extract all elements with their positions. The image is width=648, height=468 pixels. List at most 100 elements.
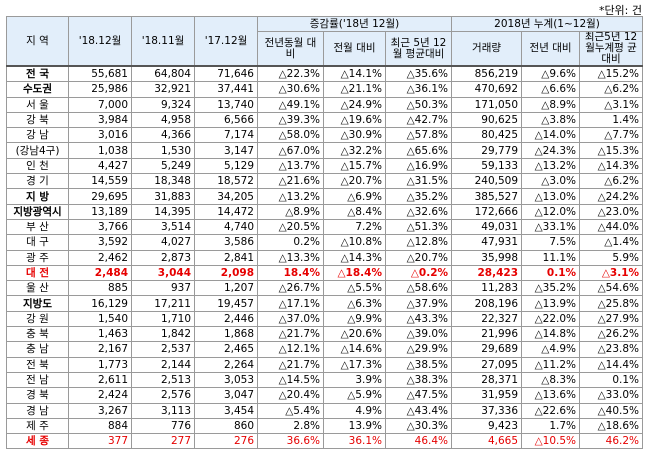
- table-cell: △29.9%: [384, 341, 453, 358]
- table-cell: 885: [68, 280, 132, 297]
- table-cell: △12.8%: [384, 234, 453, 251]
- table-cell: △16.9%: [384, 157, 453, 175]
- table-cell: 13.9%: [323, 417, 386, 435]
- region-label: 서 울: [6, 96, 69, 113]
- region-label: 경 남: [6, 402, 69, 419]
- table-cell: △35.2%: [521, 280, 581, 297]
- table-cell: △13.2%: [257, 188, 324, 205]
- header-5yr-avg: 최근 5년 12월 평균대비: [384, 31, 453, 67]
- region-label: 전 국: [6, 65, 69, 83]
- table-cell: △65.6%: [384, 142, 453, 159]
- table-cell: 5.9%: [579, 249, 644, 266]
- table-cell: △5.9%: [323, 387, 386, 404]
- table-cell: △22.0%: [521, 310, 581, 328]
- header-2018-11: '18.11월: [131, 16, 195, 67]
- table-cell: 1,463: [68, 326, 132, 343]
- table-cell: 14,559: [68, 173, 132, 190]
- table-cell: 1.7%: [521, 417, 581, 435]
- table-cell: 2,098: [194, 264, 258, 282]
- table-cell: 171,050: [451, 96, 523, 113]
- table-cell: △17.3%: [323, 356, 386, 373]
- table-cell: 3,113: [131, 402, 195, 419]
- region-label: 세 종: [6, 433, 69, 450]
- table-cell: 3,592: [68, 234, 132, 251]
- table-cell: 31,883: [131, 188, 195, 205]
- table-cell: 4,366: [131, 127, 195, 144]
- table-cell: △27.9%: [579, 310, 644, 328]
- table-cell: 6,566: [194, 111, 258, 129]
- table-cell: △7.7%: [579, 127, 644, 144]
- table-row: 수도권 25,986 32,921 37,441 △30.6% △21.1% △36.1% 4…: [6, 81, 644, 98]
- table-cell: 4.9%: [323, 402, 386, 419]
- region-label: 충 남: [6, 341, 69, 358]
- table-cell: △10.8%: [323, 234, 386, 251]
- table-cell: △54.6%: [579, 280, 644, 297]
- table-cell: 0.1%: [579, 371, 644, 389]
- transaction-table: 지 역 '18.12월 '18.11월 '17.12월 증감률('18년 12월…: [6, 16, 644, 450]
- table-cell: △31.5%: [384, 173, 453, 190]
- table-cell: △23.8%: [579, 341, 644, 358]
- region-label: 경 기: [6, 173, 69, 190]
- header-change-rate: 증감률('18년 12월): [256, 16, 453, 32]
- table-cell: 4,740: [194, 218, 258, 236]
- table-row: 제 주 884 776 860 2.8% 13.9% △30.3% 9,423 1.7% △18.…: [6, 417, 644, 435]
- table-cell: 1,842: [131, 326, 195, 343]
- region-label: 강 원: [6, 310, 69, 328]
- table-cell: 2,513: [131, 371, 195, 389]
- table-cell: 46.4%: [384, 433, 453, 450]
- table-cell: 377: [68, 433, 132, 450]
- table-cell: △9.9%: [323, 310, 386, 328]
- table-cell: 9,324: [131, 96, 195, 113]
- table-cell: 64,804: [131, 65, 195, 83]
- table-cell: △39.0%: [384, 326, 453, 343]
- table-row: 충 북 1,463 1,842 1,868 △21.7% △20.6% △39.0% 21,9…: [6, 326, 644, 343]
- table-cell: 3,454: [194, 402, 258, 419]
- table-cell: △14.6%: [323, 341, 386, 358]
- region-label: 광 주: [6, 249, 69, 266]
- table-cell: △26.7%: [257, 280, 324, 297]
- table-cell: △35.6%: [384, 65, 453, 83]
- table-cell: △14.3%: [579, 157, 644, 175]
- table-cell: △1.4%: [579, 234, 644, 251]
- table-cell: △14.4%: [579, 356, 644, 373]
- table-cell: 16,129: [68, 295, 132, 312]
- region-label: 지 방: [6, 188, 69, 205]
- table-cell: 1,868: [194, 326, 258, 343]
- table-cell: △20.7%: [323, 173, 386, 190]
- table-cell: 35,998: [451, 249, 523, 266]
- table-cell: △35.2%: [384, 188, 453, 205]
- table-cell: 11.1%: [521, 249, 581, 266]
- table-cell: 22,327: [451, 310, 523, 328]
- table-cell: 0.2%: [257, 234, 324, 251]
- table-row: 강 남 3,016 4,366 7,174 △58.0% △30.9% △57.8% 80,4…: [6, 127, 644, 144]
- table-cell: △30.6%: [257, 81, 324, 98]
- table-cell: △32.2%: [323, 142, 386, 159]
- table-cell: 13,740: [194, 96, 258, 113]
- header-cum-yoy: 전년 대비: [521, 31, 581, 67]
- table-cell: 276: [194, 433, 258, 450]
- table-cell: △6.2%: [579, 173, 644, 190]
- table-cell: 18,348: [131, 173, 195, 190]
- table-cell: △6.3%: [323, 295, 386, 312]
- table-cell: 385,527: [451, 188, 523, 205]
- table-cell: △50.3%: [384, 96, 453, 113]
- table-row: 광 주 2,462 2,873 2,841 △13.3% △14.3% △20.7% 35,9…: [6, 249, 644, 266]
- table-cell: 21,996: [451, 326, 523, 343]
- table-cell: 2,462: [68, 249, 132, 266]
- region-label: 강 남: [6, 127, 69, 144]
- table-cell: △12.0%: [521, 203, 581, 220]
- table-cell: 2,465: [194, 341, 258, 358]
- table-cell: 37,336: [451, 402, 523, 419]
- table-row: 인 천 4,427 5,249 5,129 △13.7% △15.7% △16.9% 59,1…: [6, 157, 644, 175]
- header-cum-5yr-avg: 최근5년 12월누계평 균대비: [579, 31, 644, 67]
- table-cell: △39.3%: [257, 111, 324, 129]
- region-label: (강남4구): [6, 142, 69, 159]
- table-cell: △3.8%: [521, 111, 581, 129]
- table-cell: 18,572: [194, 173, 258, 190]
- table-cell: △26.2%: [579, 326, 644, 343]
- table-cell: △20.6%: [323, 326, 386, 343]
- table-cell: 2,446: [194, 310, 258, 328]
- table-cell: 7,000: [68, 96, 132, 113]
- region-label: 인 천: [6, 157, 69, 175]
- table-cell: △30.3%: [384, 417, 453, 435]
